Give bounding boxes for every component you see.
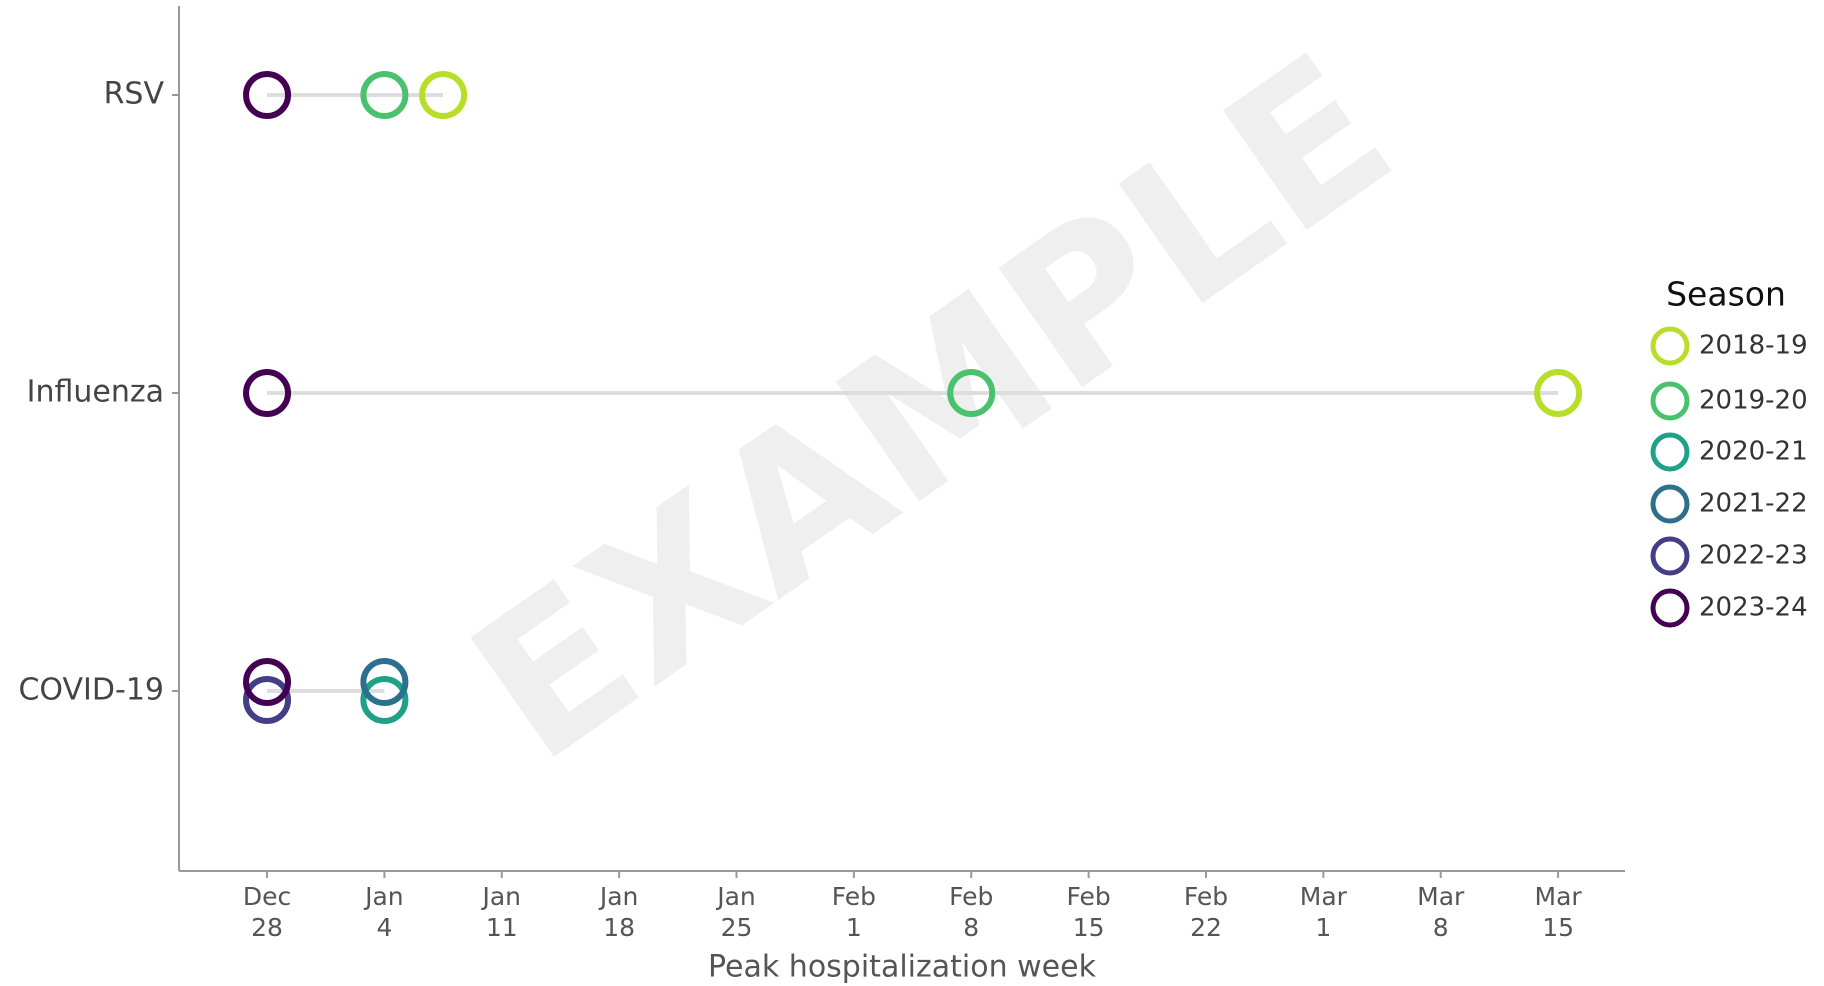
x-axis-title: Peak hospitalization week xyxy=(708,950,1097,985)
dot xyxy=(947,369,996,417)
dot xyxy=(360,676,409,724)
x-tick-label: Jan 18 xyxy=(599,882,639,942)
legend-swatch xyxy=(1650,536,1690,576)
legend-label: 2019-20 xyxy=(1699,386,1808,416)
dot xyxy=(243,676,292,724)
legend-label: 2022-23 xyxy=(1699,541,1808,571)
watermark: EXAMPLE xyxy=(433,11,1431,807)
legend-label: 2021-22 xyxy=(1699,489,1808,519)
legend-swatch xyxy=(1650,326,1690,366)
x-tick-label: Mar 8 xyxy=(1417,882,1465,942)
y-tick-label: COVID-19 xyxy=(18,673,164,708)
x-tick-label: Mar 15 xyxy=(1534,882,1582,942)
dot xyxy=(243,658,292,706)
legend-swatch xyxy=(1650,381,1690,421)
legend-label: 2018-19 xyxy=(1699,331,1808,361)
legend-label: 2020-21 xyxy=(1699,437,1808,467)
legend-label: 2023-24 xyxy=(1699,593,1808,623)
x-tick-label: Feb 22 xyxy=(1183,882,1229,942)
legend-swatch xyxy=(1650,588,1690,628)
dot xyxy=(360,71,409,119)
y-tick-label: Influenza xyxy=(27,375,164,410)
legend-title: Season xyxy=(1666,275,1786,314)
x-tick-label: Jan 11 xyxy=(482,882,522,942)
dot xyxy=(243,71,292,119)
dot xyxy=(1534,369,1583,417)
legend-swatch xyxy=(1650,432,1690,472)
dot xyxy=(360,658,409,706)
legend-swatch xyxy=(1650,484,1690,524)
x-tick-label: Jan 25 xyxy=(717,882,756,942)
x-tick-label: Feb 1 xyxy=(831,882,876,942)
x-tick-label: Dec 28 xyxy=(242,882,292,942)
dot xyxy=(419,71,468,119)
y-tick-label: RSV xyxy=(104,77,165,112)
x-tick-label: Feb 8 xyxy=(949,882,994,942)
dot xyxy=(243,369,292,417)
x-tick-label: Mar 1 xyxy=(1299,882,1347,942)
x-tick-label: Jan 4 xyxy=(365,882,404,942)
x-tick-label: Feb 15 xyxy=(1066,882,1111,942)
